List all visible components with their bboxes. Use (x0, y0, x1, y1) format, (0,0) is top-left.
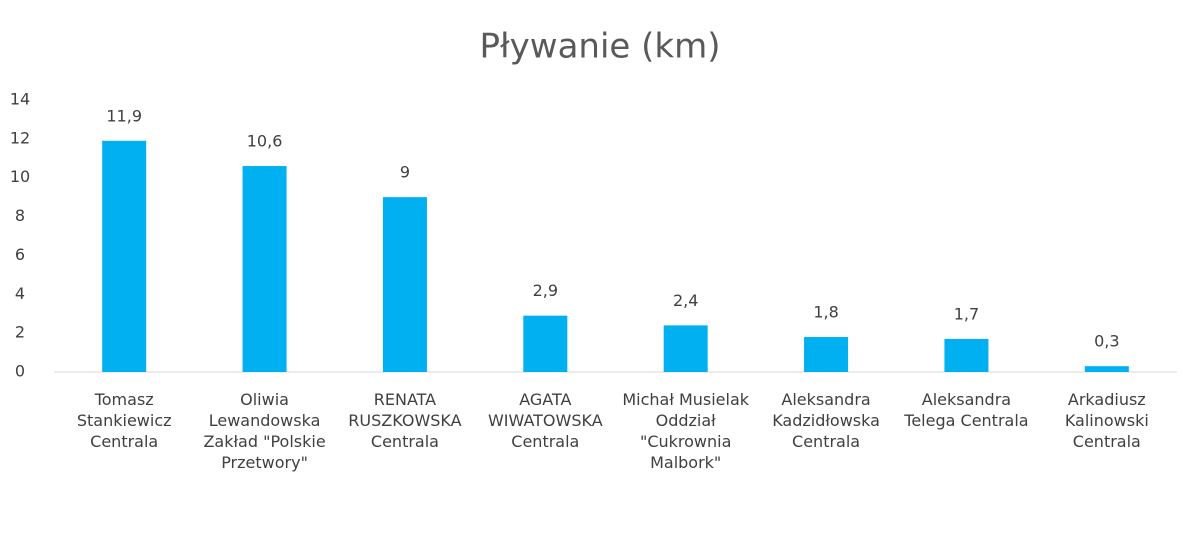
data-label: 1,8 (813, 303, 838, 322)
x-tick-label: Arkadiusz Kalinowski Centrala (1064, 390, 1149, 451)
x-tick-label: Tomasz Stankiewicz Centrala (76, 390, 172, 451)
data-label: 1,7 (954, 304, 979, 323)
y-tick-label: 4 (15, 284, 25, 303)
x-tick-label: Michał Musielak Oddział "Cukrownia Malbo… (622, 390, 750, 472)
y-tick-label: 0 (15, 362, 25, 381)
data-label: 9 (400, 163, 410, 182)
y-tick-label: 8 (15, 206, 25, 225)
bar (663, 325, 708, 372)
y-tick-label: 14 (10, 90, 30, 109)
x-tick-label: RENATA RUSZKOWSKA Centrala (348, 390, 462, 451)
data-label: 11,9 (106, 106, 142, 125)
bar (804, 337, 849, 372)
bar (102, 140, 147, 372)
y-tick-label: 12 (10, 128, 30, 147)
x-tick-label: AGATA WIWATOWSKA Centrala (487, 390, 603, 451)
bar (944, 338, 989, 372)
bar (523, 315, 568, 372)
data-label: 0,3 (1094, 332, 1119, 351)
y-tick-label: 2 (15, 323, 25, 342)
bar (382, 197, 427, 372)
data-label: 10,6 (247, 132, 283, 151)
bar (242, 166, 287, 372)
y-tick-label: 10 (10, 167, 30, 186)
chart-title: Pływanie (km) (480, 27, 721, 67)
x-tick-label: Oliwia Lewandowska Zakład "Polskie Przet… (203, 390, 326, 472)
bar (1084, 366, 1129, 372)
x-tick-label: Aleksandra Telega Centrala (904, 390, 1029, 430)
x-tick-label: Aleksandra Kadzidłowska Centrala (772, 390, 880, 451)
data-label: 2,4 (673, 291, 698, 310)
data-label: 2,9 (533, 281, 558, 300)
y-tick-label: 6 (15, 245, 25, 264)
